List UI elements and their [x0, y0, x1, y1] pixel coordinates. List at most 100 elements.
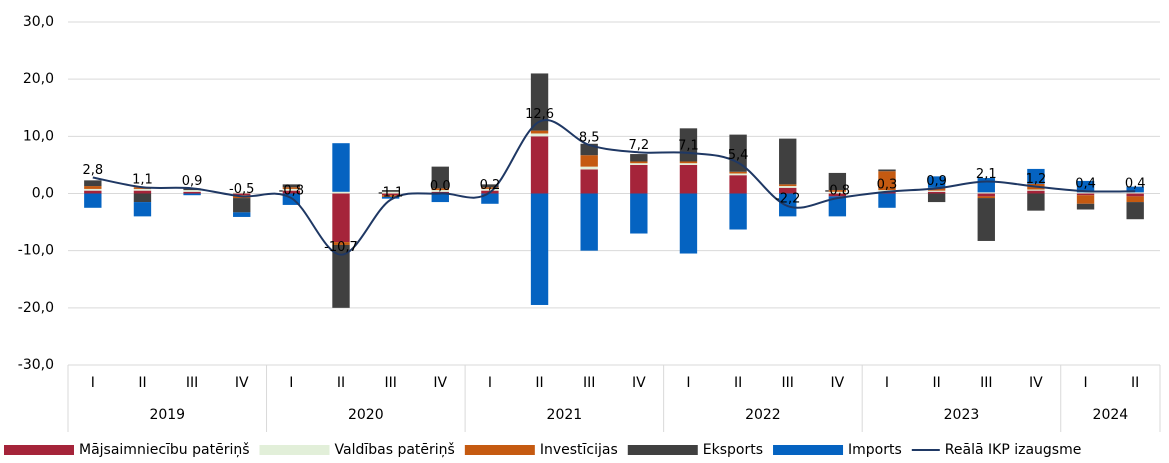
bar-segment	[878, 169, 896, 172]
bar-segment	[84, 186, 102, 189]
bar-segment	[233, 212, 251, 217]
bar-segment	[977, 193, 995, 197]
y-tick-label: 10,0	[23, 128, 54, 144]
bar-segment	[481, 184, 499, 188]
bar-segment	[1076, 180, 1095, 193]
bar-segment	[381, 195, 400, 197]
x-tick-label: III	[186, 375, 198, 391]
bar-segment	[381, 196, 400, 199]
bar-segment	[630, 154, 648, 162]
bar-segment	[233, 198, 251, 213]
bar-segment	[828, 172, 847, 191]
bar-segment	[927, 190, 946, 192]
bar-segment	[431, 193, 449, 203]
legend-swatch	[773, 445, 844, 455]
x-tick-label: IV	[632, 375, 646, 391]
bar-segment	[84, 180, 102, 187]
x-tick-label: III	[384, 375, 396, 391]
bar-segment	[481, 188, 499, 191]
x-tick-label: II	[933, 375, 941, 391]
data-label: 0,9	[926, 174, 947, 189]
bar-segment	[1076, 193, 1095, 196]
bar-segment	[580, 143, 598, 156]
x-group-label: 2020	[348, 407, 384, 423]
bar-segment	[580, 193, 598, 251]
x-tick-label: I	[488, 375, 492, 391]
x-tick-label: II	[138, 375, 146, 391]
bar-segment	[530, 130, 549, 134]
bar-segment	[828, 193, 847, 197]
line	[92, 119, 1136, 256]
bar-segment	[1076, 195, 1095, 204]
bar-segment	[977, 196, 995, 199]
x-tick-label: I	[686, 375, 690, 391]
bar-segment	[729, 134, 747, 172]
bar-segment	[630, 193, 648, 234]
bar-segment	[679, 193, 698, 254]
bar-segment	[133, 188, 152, 191]
bar-segment	[679, 164, 698, 194]
x-tick-label: I	[289, 375, 293, 391]
bar-segment	[828, 190, 847, 192]
bar-segment	[878, 171, 896, 191]
bar-segment	[729, 175, 747, 194]
bar-segment	[729, 173, 747, 176]
x-tick-label: IV	[433, 375, 447, 391]
bar-segment	[183, 193, 201, 196]
bar-segment	[84, 188, 102, 191]
bar-segment	[233, 192, 251, 194]
bar-segment	[630, 164, 648, 194]
bar-segment	[729, 193, 747, 230]
bar-segment	[332, 244, 350, 308]
data-label: 2,1	[976, 167, 997, 182]
bar-segment	[381, 193, 400, 196]
data-label: 1,2	[1026, 172, 1047, 187]
bar-segment	[133, 193, 152, 203]
bar-segment	[630, 163, 648, 165]
legend-label: Mājsaimniecību patēriņš	[79, 442, 250, 458]
bar-segment	[431, 190, 449, 192]
x-group-label: 2019	[149, 407, 185, 423]
bar-segment	[1126, 186, 1144, 193]
bar-segment	[580, 155, 598, 167]
legend-swatch	[464, 445, 535, 455]
y-tick-label: -10,0	[18, 243, 54, 259]
x-group-label: 2022	[745, 407, 781, 423]
data-label: 0,2	[480, 178, 501, 193]
x-tick-label: II	[337, 375, 345, 391]
bar-segment	[1126, 193, 1144, 197]
data-label: 0,9	[182, 174, 203, 189]
data-label: -0,8	[279, 184, 304, 199]
bar-segment	[84, 190, 102, 194]
bar-segment	[233, 193, 251, 196]
x-tick-label: III	[980, 375, 992, 391]
bar-segment	[282, 190, 301, 194]
x-tick-label: IV	[1029, 375, 1043, 391]
data-label: 8,5	[579, 130, 600, 145]
bar-segment	[381, 190, 400, 192]
data-label: 7,2	[628, 138, 649, 153]
bar-segment	[729, 171, 747, 174]
x-tick-label: III	[782, 375, 794, 391]
bar-segment	[630, 161, 648, 164]
bar-segment	[282, 184, 301, 188]
bar-segment	[1126, 192, 1144, 194]
x-group-label: 2024	[1093, 407, 1129, 423]
bar-segment	[1027, 190, 1045, 194]
data-label: -10,7	[324, 240, 358, 255]
bar-segment	[927, 191, 946, 194]
bar-segment	[1027, 193, 1045, 211]
data-label: 12,6	[525, 107, 554, 122]
bar-segment	[332, 191, 350, 194]
x-tick-label: II	[535, 375, 543, 391]
bar-segment	[183, 191, 201, 194]
legend-label: Valdības patēriņš	[335, 442, 455, 458]
bar-segment	[927, 176, 946, 188]
data-label: 2,8	[82, 163, 103, 178]
legend-label: Imports	[848, 442, 902, 458]
y-tick-label: -20,0	[18, 300, 54, 316]
bar-segment	[133, 190, 152, 194]
data-label: -0,5	[229, 182, 254, 197]
bar-segment	[530, 193, 549, 305]
y-tick-label: 30,0	[23, 14, 54, 30]
